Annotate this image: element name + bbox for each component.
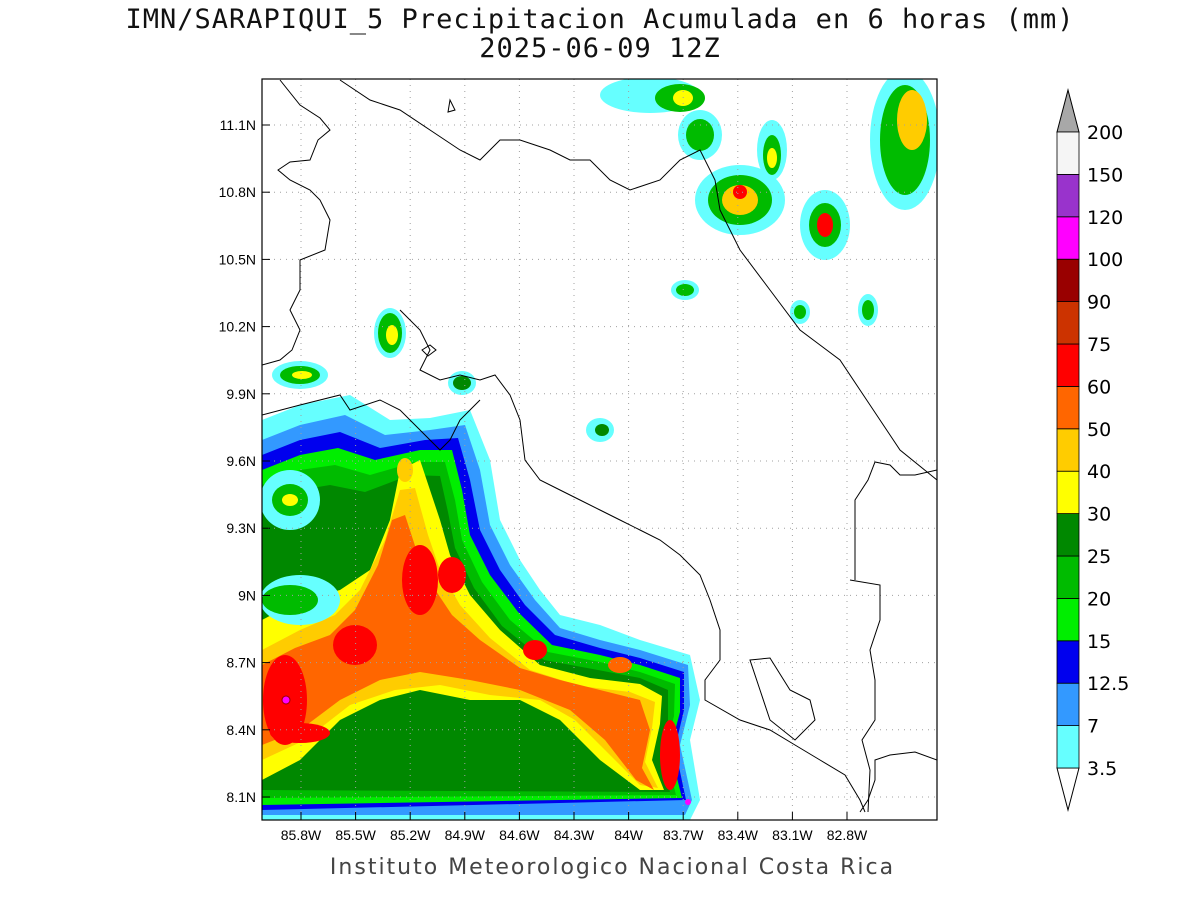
lat-tick-label: 11.1N: [220, 117, 256, 133]
lon-tick-label: 85.8W: [281, 827, 322, 843]
colorbar-label: 50: [1087, 419, 1111, 441]
credit-text: Instituto Meteorologico Nacional Costa R…: [329, 855, 896, 880]
rain-cell: [695, 165, 785, 235]
colorbar-label: 90: [1087, 292, 1111, 314]
precipitation-field: [262, 79, 937, 820]
colorbar-under-arrow: [1056, 767, 1080, 812]
lat-tick-label: 10.8N: [219, 184, 256, 200]
rain-cell: [671, 280, 699, 300]
rain-core-magenta: [685, 799, 691, 805]
map-subtitle: 2025-06-09 12Z: [479, 33, 721, 64]
lat-tick-label: 9.3N: [226, 520, 256, 536]
colorbar-swatch: [1056, 385, 1080, 430]
rain-cell: [586, 418, 614, 442]
colorbar-label: 120: [1087, 207, 1123, 229]
rain-core-red: [333, 625, 377, 665]
lat-tick-label: 10.2N: [219, 319, 256, 335]
rain-core-red: [608, 657, 632, 673]
colorbar-swatch: [1056, 301, 1080, 345]
colorbar-label: 20: [1087, 588, 1111, 610]
rain-cell: [600, 79, 705, 113]
lon-tick-label: 85.2W: [390, 827, 431, 843]
colorbar-label: 15: [1087, 631, 1111, 653]
lat-tick-label: 8.4N: [226, 722, 256, 738]
plot-frame: [261, 78, 938, 821]
colorbar-label: 75: [1087, 334, 1111, 356]
rain-core-red: [397, 458, 413, 482]
colorbar-label: 7: [1087, 716, 1099, 738]
rain-cell: [800, 190, 850, 260]
lon-tick-label: 84W: [614, 827, 644, 843]
colorbar-swatch: [1056, 725, 1080, 769]
colorbar-label: 200: [1087, 122, 1123, 144]
lat-tick-label: 10.5N: [219, 251, 256, 267]
lon-tick-label: 83.1W: [772, 827, 813, 843]
rain-core-red: [270, 723, 330, 743]
rain-cell: [858, 294, 878, 326]
colorbar-swatch: [1056, 682, 1080, 727]
lat-tick-label: 8.1N: [226, 789, 256, 805]
rain-band-orange: [262, 515, 654, 790]
colorbar-swatch: [1056, 640, 1080, 684]
rain-cell: [262, 575, 340, 625]
lon-tick-label: 83.4W: [718, 827, 759, 843]
colorbar-swatch: [1056, 598, 1080, 642]
colorbar-over-arrow: [1056, 88, 1080, 133]
colorbar-swatch: [1056, 555, 1080, 599]
rain-core-red: [402, 545, 438, 615]
longitude-axis: 85.8W 85.5W 85.2W 84.9W 84.6W 84.3W 84W 83.7W 83…: [281, 812, 868, 843]
rain-cell: [757, 120, 787, 180]
lon-tick-label: 83.7W: [663, 827, 704, 843]
map-title: IMN/SARAPIQUI_5 Precipitacion Acumulada …: [125, 4, 1075, 35]
colorbar-label: 3.5: [1087, 758, 1117, 780]
colorbar-swatch: [1056, 513, 1080, 557]
colorbar-label: 150: [1087, 164, 1123, 186]
rain-core-red: [438, 557, 466, 593]
colorbar-swatch: [1056, 343, 1080, 387]
rain-cell: [870, 79, 937, 210]
lat-tick-label: 9.6N: [226, 453, 256, 469]
lat-tick-label: 8.7N: [226, 655, 256, 671]
coastline: [262, 79, 937, 813]
lon-tick-label: 85.5W: [335, 827, 376, 843]
colorbar-swatch: [1056, 131, 1080, 175]
rain-cell: [790, 300, 810, 324]
lat-tick-label: 9N: [238, 587, 256, 603]
colorbar-swatch: [1056, 470, 1080, 515]
rain-cell: [374, 308, 406, 358]
lat-tick-label: 9.9N: [226, 386, 256, 402]
colorbar-swatch: [1056, 216, 1080, 260]
colorbar-label: 12.5: [1087, 673, 1129, 695]
colorbar-swatch: [1056, 258, 1080, 303]
colorbar-legend: 3.5 7 12.5 15 20 25 30 40 50 60 75 90 100 120 150 200: [1056, 88, 1129, 812]
rain-core-magenta: [281, 695, 291, 705]
colorbar-swatch: [1056, 173, 1080, 218]
lon-tick-label: 84.6W: [499, 827, 540, 843]
rain-cell: [448, 371, 476, 395]
rain-cell: [272, 361, 328, 389]
colorbar-swatch: [1056, 428, 1080, 472]
rain-cell: [262, 470, 320, 530]
rain-core-red: [660, 720, 680, 790]
latitude-axis: 8.1N 8.4N 8.7N 9N 9.3N 9.6N 9.9N 10.2N 10.5N 10.8…: [219, 117, 270, 805]
colorbar-label: 30: [1087, 504, 1111, 526]
colorbar-label: 60: [1087, 376, 1111, 398]
lon-tick-label: 84.9W: [445, 827, 486, 843]
lon-tick-label: 84.3W: [554, 827, 595, 843]
colorbar-label: 25: [1087, 546, 1111, 568]
rain-core-red: [523, 640, 547, 660]
lon-tick-label: 82.8W: [827, 827, 868, 843]
colorbar-label: 40: [1087, 461, 1111, 483]
colorbar-label: 100: [1087, 249, 1123, 271]
rain-cell: [678, 110, 722, 160]
